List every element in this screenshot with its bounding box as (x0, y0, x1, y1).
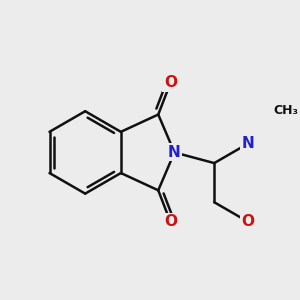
Text: O: O (164, 75, 177, 90)
Text: O: O (164, 214, 177, 230)
Text: CH₃: CH₃ (273, 104, 298, 117)
Text: O: O (242, 214, 255, 229)
Text: N: N (168, 145, 181, 160)
Text: N: N (242, 136, 254, 151)
